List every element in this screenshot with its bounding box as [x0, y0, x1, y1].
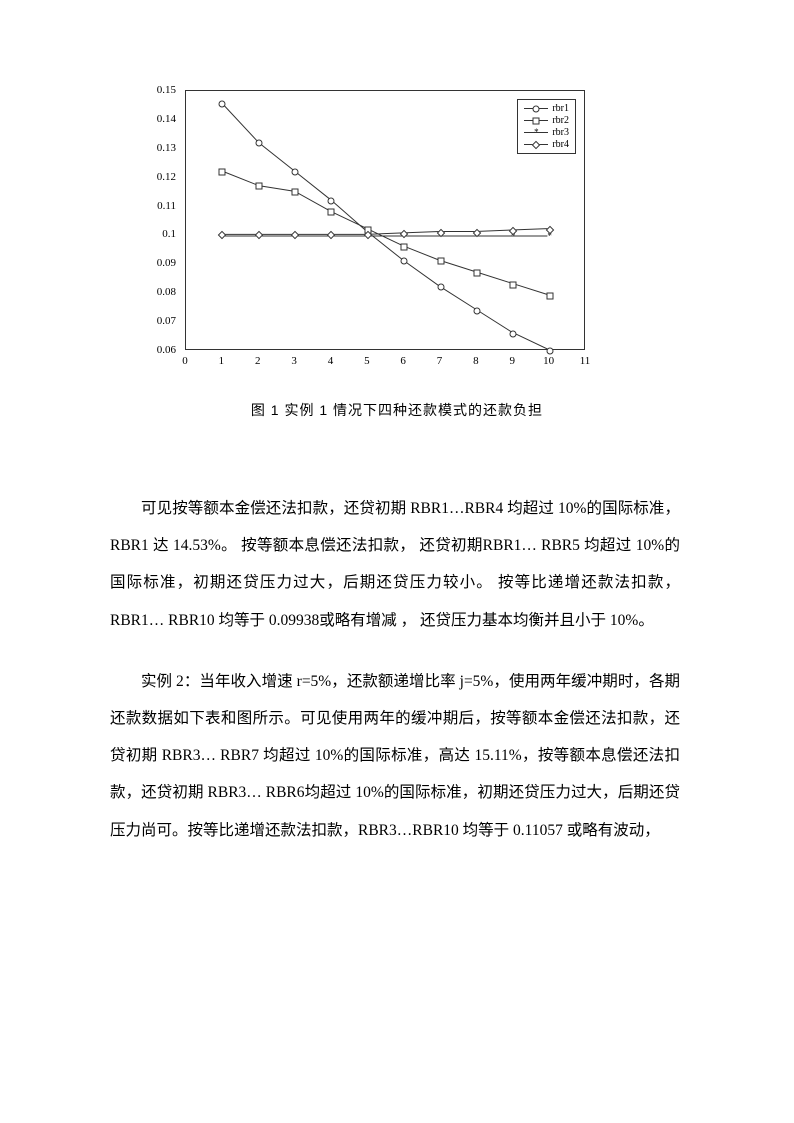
data-point [292, 189, 299, 196]
y-tick-label: 0.11 [157, 200, 176, 212]
legend-label: rbr2 [552, 115, 569, 126]
data-point [510, 330, 517, 337]
plot-area: rbr1rbr2*rbr3rbr4 ********** [185, 90, 585, 350]
body-text: 可见按等额本金偿还法扣款，还贷初期 RBR1…RBR4 均超过 10%的国际标准… [110, 490, 680, 873]
x-tick-label: 10 [543, 355, 554, 367]
y-tick-label: 0.09 [157, 257, 176, 269]
legend-item: rbr2 [524, 115, 569, 126]
data-point [473, 307, 480, 314]
x-tick-label: 6 [400, 355, 406, 367]
chart-caption: 图 1 实例 1 情况下四种还款模式的还款负担 [0, 400, 794, 420]
legend-label: rbr3 [552, 127, 569, 138]
legend-item: *rbr3 [524, 127, 569, 138]
y-tick-label: 0.08 [157, 286, 176, 298]
data-point [401, 244, 408, 251]
paragraph-2: 实例 2：当年收入增速 r=5%，还款额递增比率 j=5%，使用两年缓冲期时，各… [110, 663, 680, 849]
data-point [328, 197, 335, 204]
data-point [437, 258, 444, 265]
legend-item: rbr1 [524, 103, 569, 114]
paragraph-1: 可见按等额本金偿还法扣款，还贷初期 RBR1…RBR4 均超过 10%的国际标准… [110, 490, 680, 639]
y-tick-label: 0.06 [157, 344, 176, 356]
data-point [546, 293, 553, 300]
x-tick-label: 8 [473, 355, 479, 367]
x-tick-label: 3 [291, 355, 297, 367]
y-axis-labels: 0.060.070.080.090.10.110.120.130.140.15 [140, 90, 180, 350]
y-tick-label: 0.13 [157, 142, 176, 154]
x-tick-label: 4 [328, 355, 334, 367]
x-tick-label: 5 [364, 355, 370, 367]
legend-label: rbr4 [552, 139, 569, 150]
y-tick-label: 0.14 [157, 113, 176, 125]
data-point [255, 140, 262, 147]
y-tick-label: 0.15 [157, 84, 176, 96]
data-point [219, 101, 226, 108]
data-point [510, 281, 517, 288]
data-point [437, 284, 444, 291]
x-tick-label: 2 [255, 355, 261, 367]
x-tick-label: 9 [510, 355, 516, 367]
data-point [219, 168, 226, 175]
chart-container: 0.060.070.080.090.10.110.120.130.140.15 … [140, 80, 600, 380]
data-point [328, 209, 335, 216]
y-tick-label: 0.1 [162, 228, 176, 240]
data-point [401, 258, 408, 265]
data-point [473, 270, 480, 277]
chart-legend: rbr1rbr2*rbr3rbr4 [517, 99, 576, 154]
x-tick-label: 7 [437, 355, 443, 367]
data-point [292, 168, 299, 175]
x-tick-label: 1 [219, 355, 225, 367]
data-point [255, 183, 262, 190]
y-tick-label: 0.07 [157, 315, 176, 327]
x-tick-label: 11 [580, 355, 591, 367]
y-tick-label: 0.12 [157, 171, 176, 183]
data-point [546, 348, 553, 355]
legend-item: rbr4 [524, 139, 569, 150]
x-tick-label: 0 [182, 355, 188, 367]
legend-label: rbr1 [552, 103, 569, 114]
